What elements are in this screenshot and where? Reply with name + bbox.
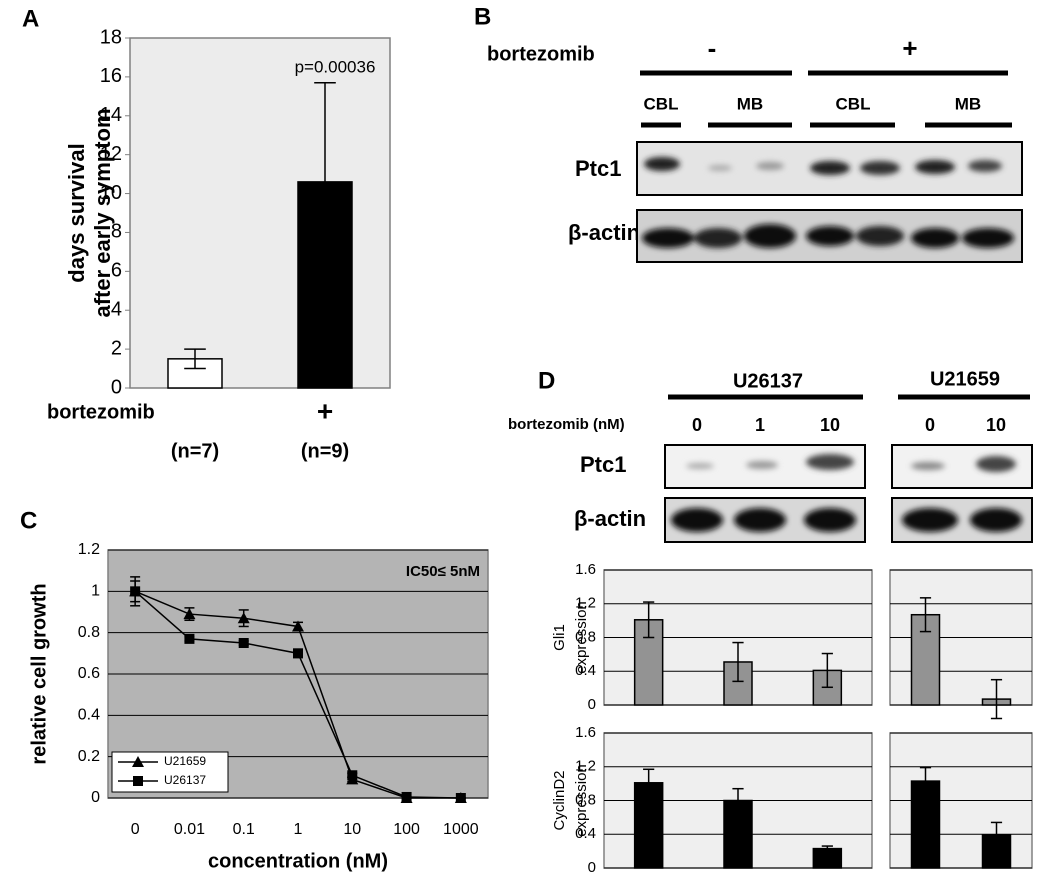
treatment-label: bortezomib bbox=[487, 43, 595, 65]
y-tick-label: 0.8 bbox=[78, 624, 100, 641]
marker bbox=[238, 638, 249, 648]
y-tick-label: 2 bbox=[111, 337, 122, 359]
treatment-label: bortezomib (nM) bbox=[508, 416, 625, 433]
y-tick-label: 1.2 bbox=[78, 541, 100, 558]
legend-marker bbox=[132, 756, 144, 767]
y-tick-label: 10 bbox=[100, 182, 122, 204]
dose: 10 bbox=[820, 415, 840, 435]
y-axis-label: expression bbox=[573, 601, 590, 674]
category-title: bortezomib bbox=[47, 401, 155, 423]
x-tick-label: + bbox=[317, 395, 333, 426]
panel-letter: D bbox=[538, 367, 555, 394]
panel-letter: B bbox=[474, 3, 491, 30]
y-tick-label: 18 bbox=[100, 26, 122, 48]
y-tick-label: 0.8 bbox=[575, 628, 596, 645]
marker bbox=[184, 633, 195, 644]
row-label: β-actin bbox=[574, 506, 646, 531]
blot bbox=[636, 141, 1023, 196]
bands bbox=[642, 224, 1014, 248]
marker bbox=[292, 620, 304, 632]
row-label: Ptc1 bbox=[575, 156, 621, 181]
bands bbox=[644, 157, 1002, 175]
x-tick-label: 10 bbox=[343, 821, 361, 838]
y-tick-label: 1.6 bbox=[575, 724, 596, 741]
marker bbox=[130, 586, 141, 597]
y-axis-label: Gli1 bbox=[551, 624, 568, 651]
y-tick-label: 1.2 bbox=[575, 758, 596, 775]
annotation: IC50≤ 5nM bbox=[406, 563, 480, 580]
legend-label: U26137 bbox=[164, 773, 206, 787]
y-tick-label: 12 bbox=[100, 143, 122, 165]
y-tick-label: 16 bbox=[100, 65, 122, 87]
y-axis-label: after early symptom bbox=[90, 108, 115, 317]
y-tick-label: 0.4 bbox=[575, 662, 596, 679]
legend-marker bbox=[133, 776, 143, 786]
y-tick-label: 8 bbox=[111, 221, 122, 243]
y-tick-label: 1 bbox=[91, 583, 100, 600]
x-tick-label: 0.1 bbox=[233, 821, 255, 838]
y-tick-label: 0 bbox=[588, 696, 596, 713]
y-tick-label: 0.6 bbox=[78, 665, 100, 682]
marker bbox=[293, 648, 303, 659]
y-axis-label: relative cell growth bbox=[28, 583, 50, 764]
y-tick-label: 0.8 bbox=[575, 791, 596, 808]
lane-label: MB bbox=[737, 94, 763, 113]
marker bbox=[401, 791, 412, 802]
dose: 1 bbox=[755, 415, 765, 435]
x-tick-label: 1000 bbox=[443, 821, 479, 838]
row-label: β-actin bbox=[568, 220, 640, 245]
y-tick-label: 0 bbox=[111, 376, 122, 398]
marker bbox=[237, 612, 250, 624]
dose: 0 bbox=[692, 415, 702, 435]
marker bbox=[455, 793, 466, 803]
panel-letter: A bbox=[22, 5, 39, 32]
cell-line: U21659 bbox=[930, 368, 1000, 390]
y-tick-label: 0 bbox=[588, 859, 596, 876]
x-tick-label: 0.01 bbox=[174, 821, 205, 838]
row-label: Ptc1 bbox=[580, 452, 626, 477]
group-label: + bbox=[902, 33, 917, 63]
group-label: - bbox=[708, 33, 717, 63]
x-tick-label: 1 bbox=[294, 821, 303, 838]
x-tick-label: 0 bbox=[131, 821, 140, 838]
y-tick-label: 4 bbox=[111, 299, 122, 321]
annotation: p=0.00036 bbox=[295, 57, 376, 76]
bar bbox=[910, 780, 941, 869]
panel-b: B bortezomib - + CBL MB CBL MB Ptc1 β-ac… bbox=[474, 3, 1023, 263]
y-tick-label: 0.4 bbox=[575, 825, 596, 842]
y-tick-label: 0.2 bbox=[78, 748, 100, 765]
y-axis-label: CyclinD2 bbox=[551, 770, 568, 830]
dose: 10 bbox=[986, 415, 1006, 435]
y-tick-label: 1.6 bbox=[575, 561, 596, 578]
legend-label: U21659 bbox=[164, 754, 206, 768]
y-tick-label: 0.4 bbox=[78, 707, 100, 724]
lane-label: MB bbox=[955, 94, 981, 113]
y-tick-label: 1.2 bbox=[575, 595, 596, 612]
n-label: (n=9) bbox=[301, 440, 349, 462]
y-tick-label: 6 bbox=[111, 260, 122, 282]
legend-box bbox=[111, 751, 229, 793]
y-tick-label: 0 bbox=[91, 789, 100, 806]
cell-line: U26137 bbox=[733, 370, 803, 392]
lane-label: CBL bbox=[836, 94, 871, 113]
marker bbox=[183, 608, 196, 620]
lane-label: CBL bbox=[644, 94, 679, 113]
panel-letter: C bbox=[20, 507, 37, 534]
x-tick-label: 100 bbox=[393, 821, 420, 838]
n-label: (n=7) bbox=[171, 440, 219, 462]
bands bbox=[671, 454, 1022, 532]
marker bbox=[347, 770, 358, 781]
y-axis-label: days survival bbox=[64, 143, 89, 282]
x-axis-label: concentration (nM) bbox=[208, 850, 388, 872]
dose: 0 bbox=[925, 415, 935, 435]
panel-d: D U26137 U21659 bortezomib (nM) 0 1 10 0… bbox=[508, 367, 1033, 543]
y-tick-label: 14 bbox=[100, 104, 122, 126]
y-axis-label: expression bbox=[573, 764, 590, 837]
